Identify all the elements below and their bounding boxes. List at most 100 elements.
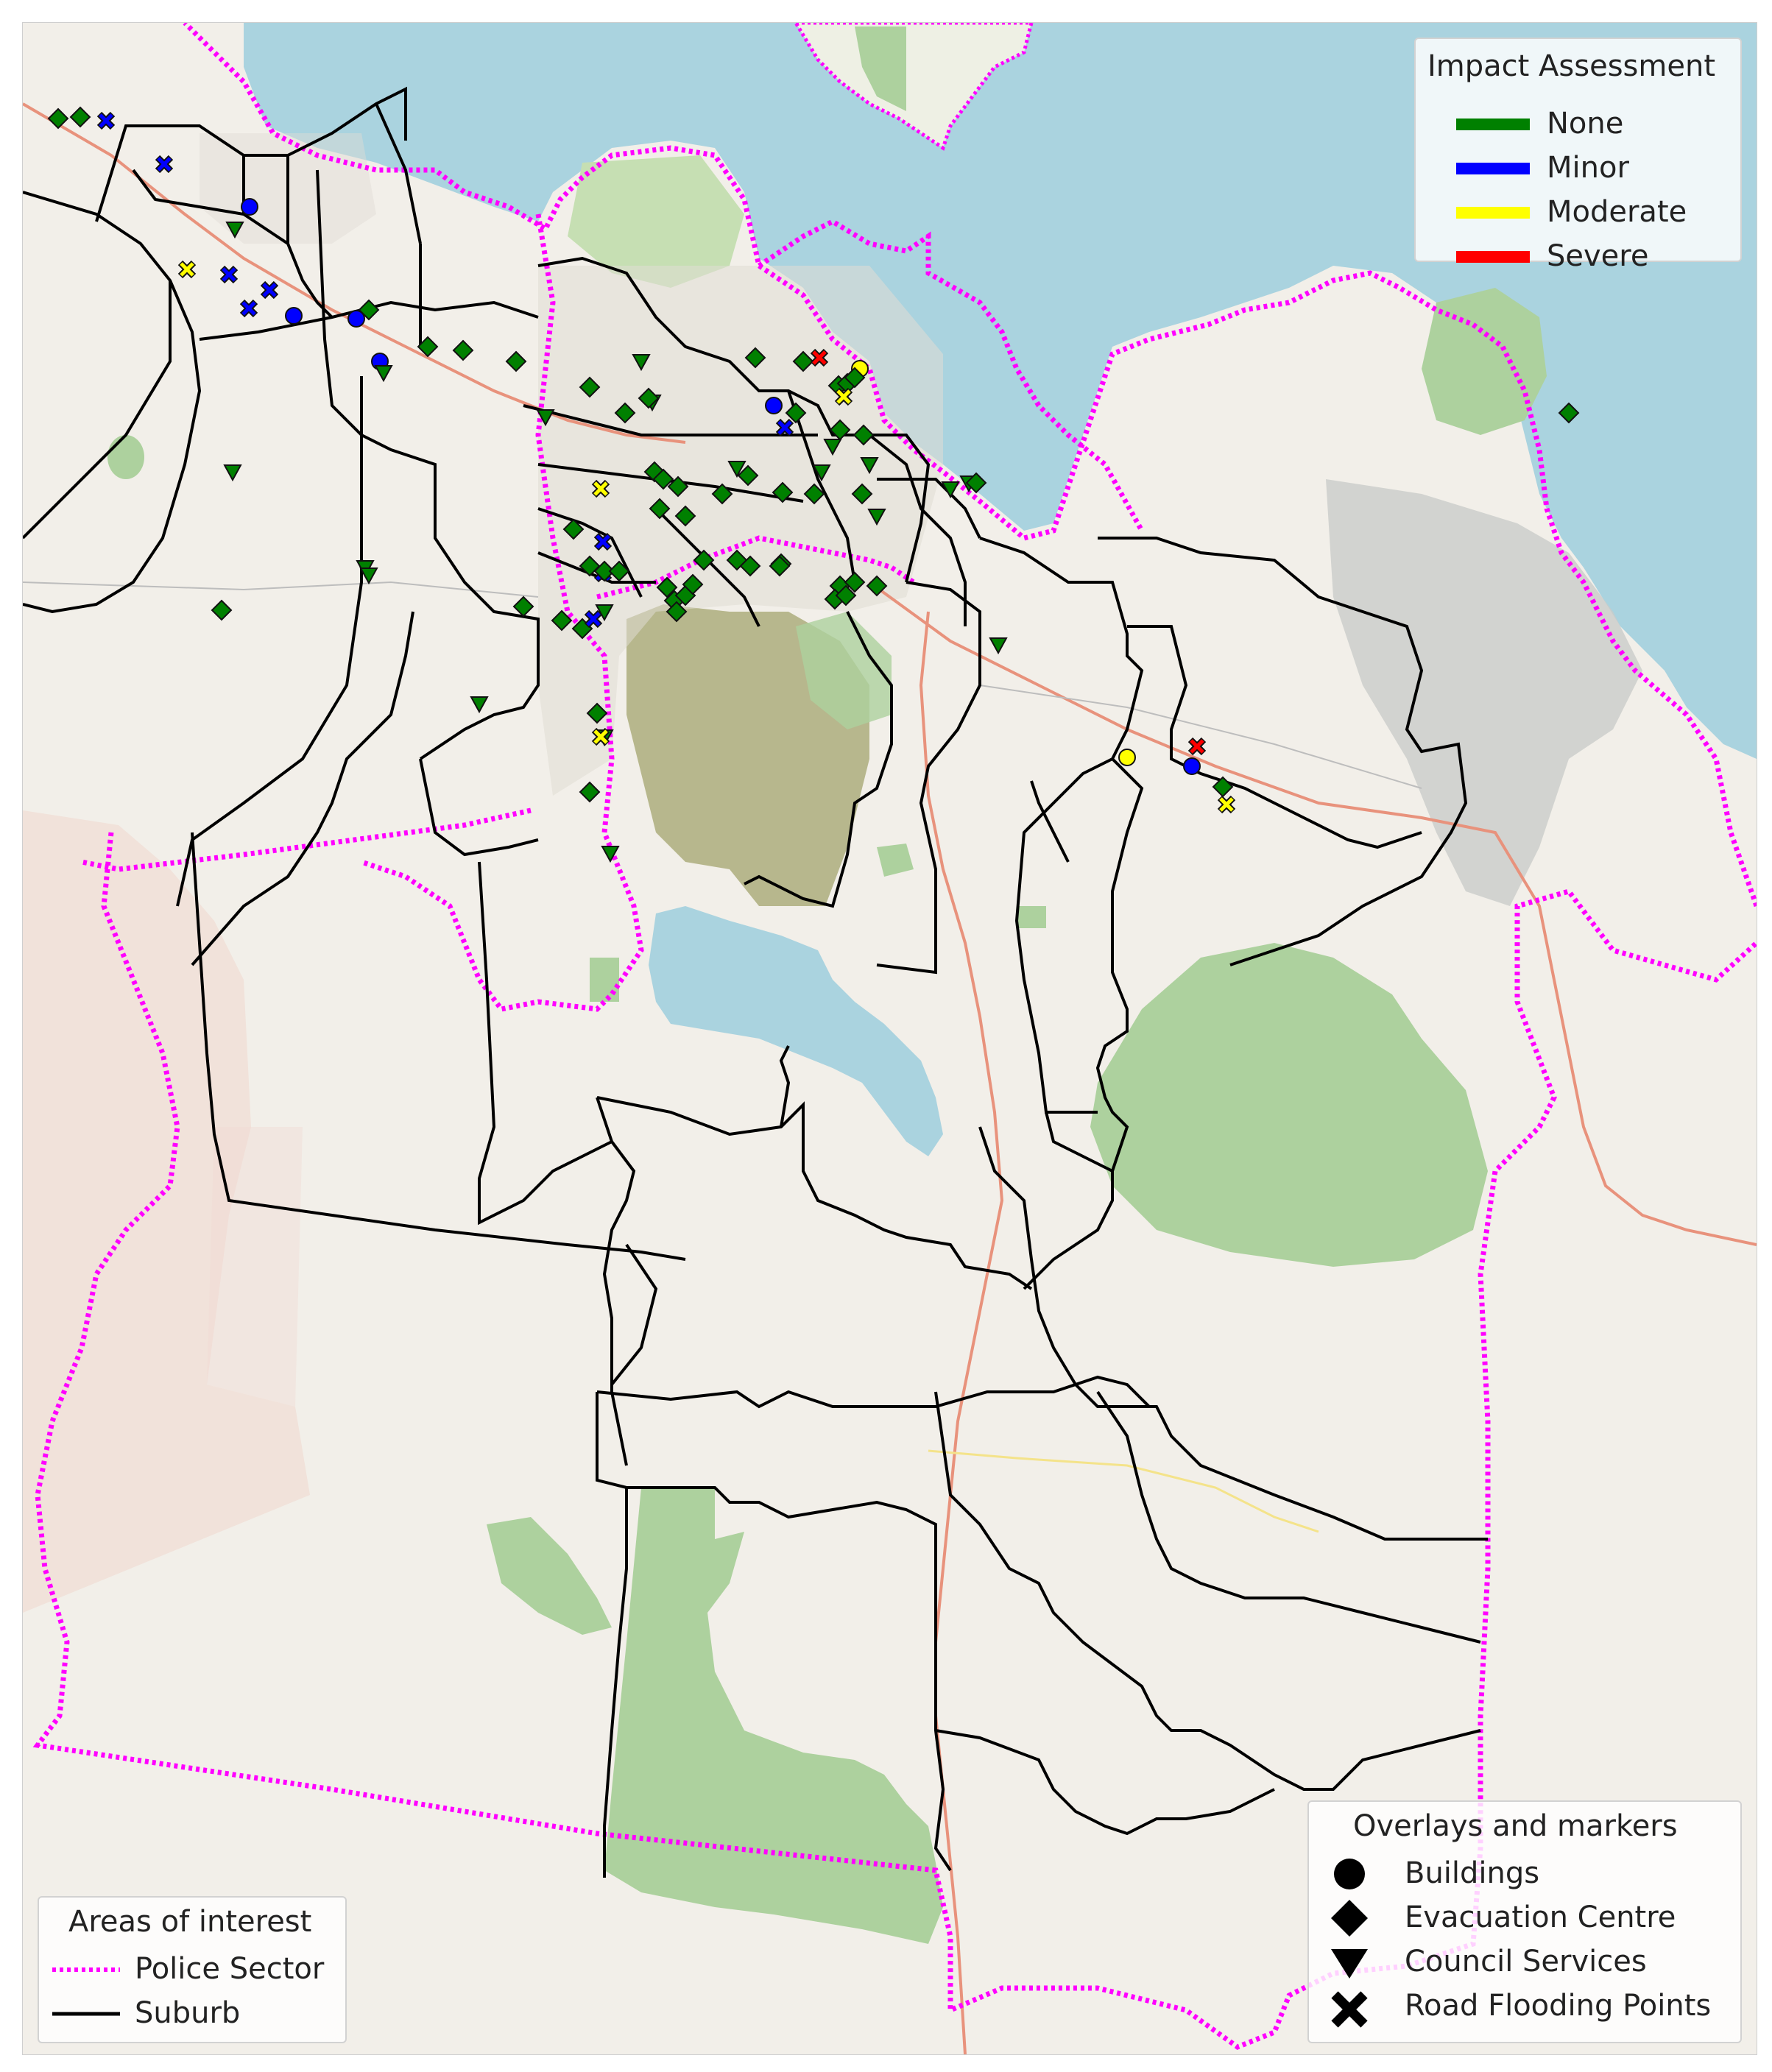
evacuation-centre-marker[interactable] [638,387,660,409]
evacuation-centre-marker[interactable] [579,781,601,803]
evacuation-centre-marker[interactable] [866,575,888,597]
council-services-marker[interactable] [727,461,746,478]
council-services-marker[interactable] [359,567,378,585]
evacuation-centre-marker[interactable] [803,483,825,505]
council-services-marker[interactable] [867,509,886,526]
evacuation-centre-marker[interactable] [682,573,704,595]
west-forest-patch [487,1517,612,1635]
evacuation-centre-marker[interactable] [586,702,608,724]
building-marker[interactable] [1118,749,1136,766]
evacuation-centre-marker[interactable] [744,347,766,369]
evacuation-centre-marker[interactable] [656,576,678,598]
council-services-marker[interactable] [989,637,1008,655]
evacuation-centre-marker[interactable] [579,555,601,577]
evacuation-centre-marker[interactable] [652,468,674,490]
wetland-area [1326,479,1642,906]
road-flooding-marker[interactable] [260,280,279,300]
small-park-4 [107,435,144,479]
road-flooding-marker[interactable] [591,727,610,746]
magnetic-island [794,23,1034,151]
evacuation-centre-marker[interactable] [785,402,807,424]
building-marker[interactable] [285,307,303,325]
evacuation-centre-marker[interactable] [674,505,696,527]
evacuation-centre-marker[interactable] [693,549,715,571]
overlays-legend-title: Overlays and markers [1353,1809,1678,1843]
council-services-marker[interactable] [595,604,614,622]
council-services-marker[interactable] [374,365,393,383]
evacuation-centre-marker[interactable] [649,498,671,520]
road-flooding-marker[interactable] [177,260,197,279]
minor-label: Minor [1547,151,1629,185]
evacuation-centre-marker[interactable] [835,584,857,607]
north-park [1422,288,1547,435]
evacuation-centre-marker[interactable] [47,107,69,130]
evacuation-centre-marker[interactable] [1558,402,1580,424]
suburb-label: Suburb [135,1996,241,2030]
road-flooding-marker[interactable] [591,479,610,498]
evacuation-centre-marker[interactable] [739,555,761,577]
road-flooding-marker[interactable] [1187,737,1207,756]
road-flooding-marker[interactable] [584,609,603,629]
evacuation-centre-marker[interactable] [772,481,794,503]
evacuation-centre-marker[interactable] [792,350,814,372]
council-services-marker[interactable] [225,222,244,239]
council-services-marker[interactable] [470,696,489,714]
evacuation-centre-label: Evacuation Centre [1405,1900,1676,1934]
building-marker[interactable] [347,310,365,328]
map-svg[interactable] [23,23,1757,2054]
evacuation-centre-marker[interactable] [965,472,987,494]
road-flooding-marker[interactable] [834,387,853,406]
evacuation-centre-marker[interactable] [667,475,689,498]
map-canvas[interactable]: Impact Assessment None Minor Moderate Se… [22,22,1757,2055]
highway-west [23,102,686,444]
building-marker[interactable] [1183,757,1201,775]
road-flooding-marker[interactable] [96,111,116,130]
evacuation-centre-marker[interactable] [666,601,688,623]
none-swatch [1456,119,1530,130]
evacuation-centre-marker[interactable] [358,299,380,321]
minor-road-2 [23,581,1422,789]
council-services-marker[interactable] [860,457,879,475]
council-services-marker[interactable] [536,409,555,427]
evacuation-centre-marker[interactable] [417,336,439,358]
evacuation-centre-marker[interactable] [769,555,791,577]
council-services-marker[interactable] [601,846,620,863]
big-forest-reserve [1090,943,1488,1267]
diamond-icon [1331,1900,1368,1937]
evacuation-centre-marker[interactable] [711,483,733,505]
council-services-marker[interactable] [812,464,831,482]
evacuation-centre-marker[interactable] [844,367,866,389]
evacuation-centre-marker[interactable] [551,609,573,632]
road-flooding-marker[interactable] [219,265,239,284]
evacuation-centre-marker[interactable] [853,424,875,446]
road-flooding-marker[interactable] [239,299,258,318]
road-flooding-marker[interactable] [593,532,613,551]
evacuation-centre-marker[interactable] [512,595,534,618]
evacuation-centre-marker[interactable] [211,599,233,621]
council-services-marker[interactable] [632,354,651,372]
ross-lake [649,906,943,1156]
road-flooding-marker[interactable] [775,418,794,437]
council-services-marker[interactable] [223,464,242,482]
road-flooding-marker[interactable] [1217,795,1236,814]
evacuation-centre-marker[interactable] [737,464,759,487]
council-services-marker[interactable] [941,481,960,499]
evacuation-centre-marker[interactable] [452,339,474,361]
evacuation-centre-marker[interactable] [844,571,866,593]
council-services-label: Council Services [1405,1945,1647,1979]
building-marker[interactable] [765,397,783,414]
evacuation-centre-marker[interactable] [579,376,601,398]
road-flooding-marker[interactable] [155,155,174,174]
moderate-label: Moderate [1547,195,1687,229]
police-sector-coast-east [758,219,1145,532]
evacuation-centre-marker[interactable] [505,350,527,372]
evacuation-centre-marker[interactable] [851,483,873,505]
road-flooding-marker[interactable] [810,348,829,367]
evacuation-centre-marker[interactable] [562,518,585,540]
council-services-marker[interactable] [823,439,842,456]
evacuation-centre-marker[interactable] [614,402,636,424]
building-marker[interactable] [241,198,258,216]
evacuation-centre-marker[interactable] [69,106,91,128]
moderate-swatch [1456,207,1530,219]
evacuation-centre-marker[interactable] [608,560,630,582]
